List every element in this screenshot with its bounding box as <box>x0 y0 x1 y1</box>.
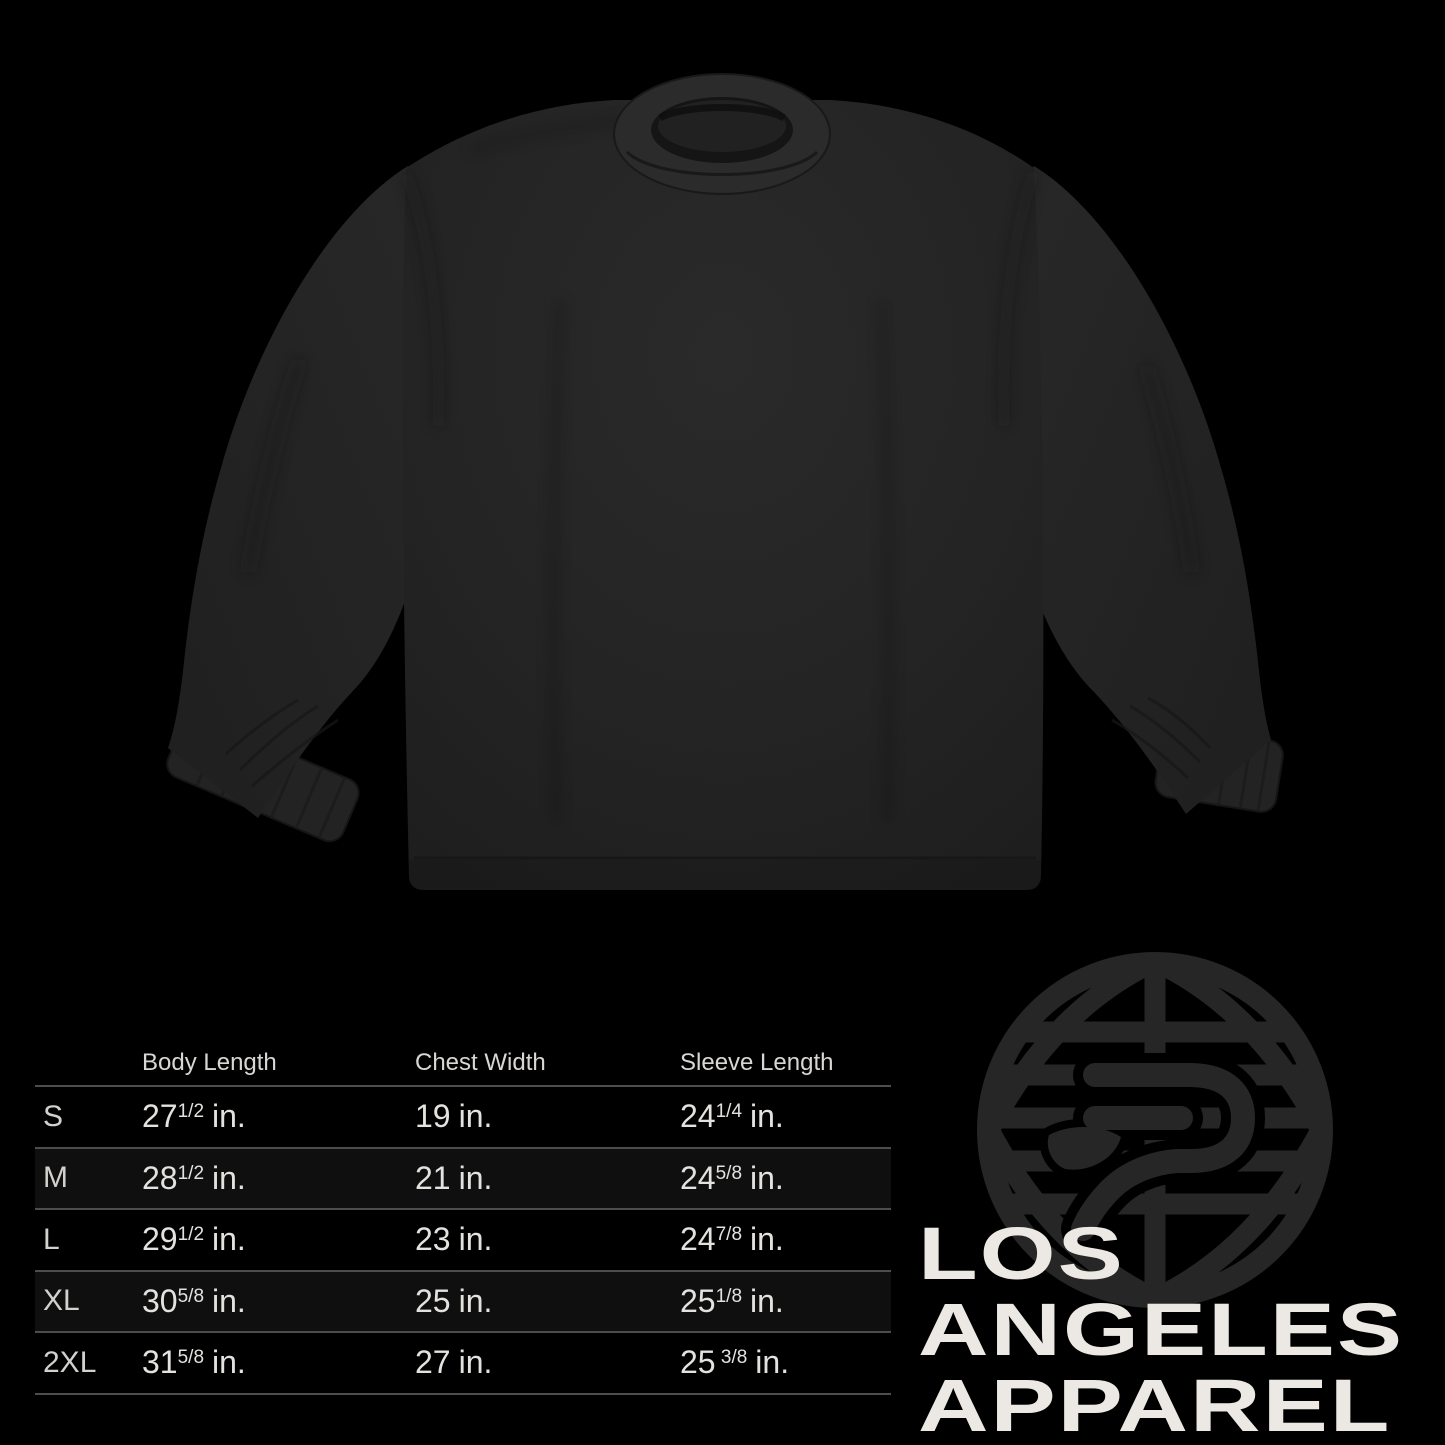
chest-width-value: 27 in. <box>415 1344 493 1381</box>
column-header-sleeve-length: Sleeve Length <box>680 1048 834 1076</box>
body-length-value: 291/2 in. <box>142 1221 246 1258</box>
shirt-photo <box>166 73 1284 890</box>
chest-width-value: 25 in. <box>415 1282 493 1319</box>
size-label: L <box>43 1222 60 1256</box>
table-row: XL 305/8 in. 25 in. 251/8 in. <box>35 1271 891 1333</box>
brand-wordmark-line: ANGELES <box>918 1288 1405 1371</box>
right-sleeve <box>1007 166 1271 814</box>
body-length-value: 305/8 in. <box>142 1282 246 1319</box>
left-sleeve <box>168 166 435 818</box>
body-length-value: 271/2 in. <box>142 1098 246 1135</box>
size-label: 2XL <box>43 1345 97 1379</box>
table-row: M 281/2 in. 21 in. 245/8 in. <box>35 1148 891 1210</box>
body-length-value: 315/8 in. <box>142 1344 246 1381</box>
sleeve-length-value: 251/8 in. <box>680 1282 784 1319</box>
size-label: XL <box>43 1284 80 1318</box>
sleeve-length-value: 241/4 in. <box>680 1098 784 1135</box>
brand-wordmark-line: LOS <box>918 1212 1125 1295</box>
size-chart: Body Length Chest Width Sleeve Length S … <box>35 1040 891 1395</box>
size-chart-header: Body Length Chest Width Sleeve Length <box>35 1040 891 1087</box>
table-row: 2XL 315/8 in. 27 in. 25 3/8 in. <box>35 1333 891 1395</box>
table-row: L 291/2 in. 23 in. 247/8 in. <box>35 1210 891 1272</box>
collar <box>613 73 831 195</box>
column-header-chest-width: Chest Width <box>415 1048 546 1076</box>
column-header-body-length: Body Length <box>142 1048 277 1076</box>
body-length-value: 281/2 in. <box>142 1159 246 1196</box>
chest-width-value: 23 in. <box>415 1221 493 1258</box>
sleeve-length-value: 245/8 in. <box>680 1159 784 1196</box>
sleeve-length-value: 247/8 in. <box>680 1221 784 1258</box>
size-label: M <box>43 1161 68 1195</box>
chest-width-value: 21 in. <box>415 1159 493 1196</box>
size-label: S <box>43 1099 64 1133</box>
table-row: S 271/2 in. 19 in. 241/4 in. <box>35 1087 891 1149</box>
brand-globe-icon <box>977 952 1333 1308</box>
brand-wordmark: LOS ANGELES APPAREL <box>918 1216 1404 1444</box>
brand-wordmark-line: APPAREL <box>918 1364 1392 1445</box>
shirt-body <box>402 100 1044 890</box>
sleeve-length-value: 25 3/8 in. <box>680 1344 790 1381</box>
chest-width-value: 19 in. <box>415 1098 493 1135</box>
